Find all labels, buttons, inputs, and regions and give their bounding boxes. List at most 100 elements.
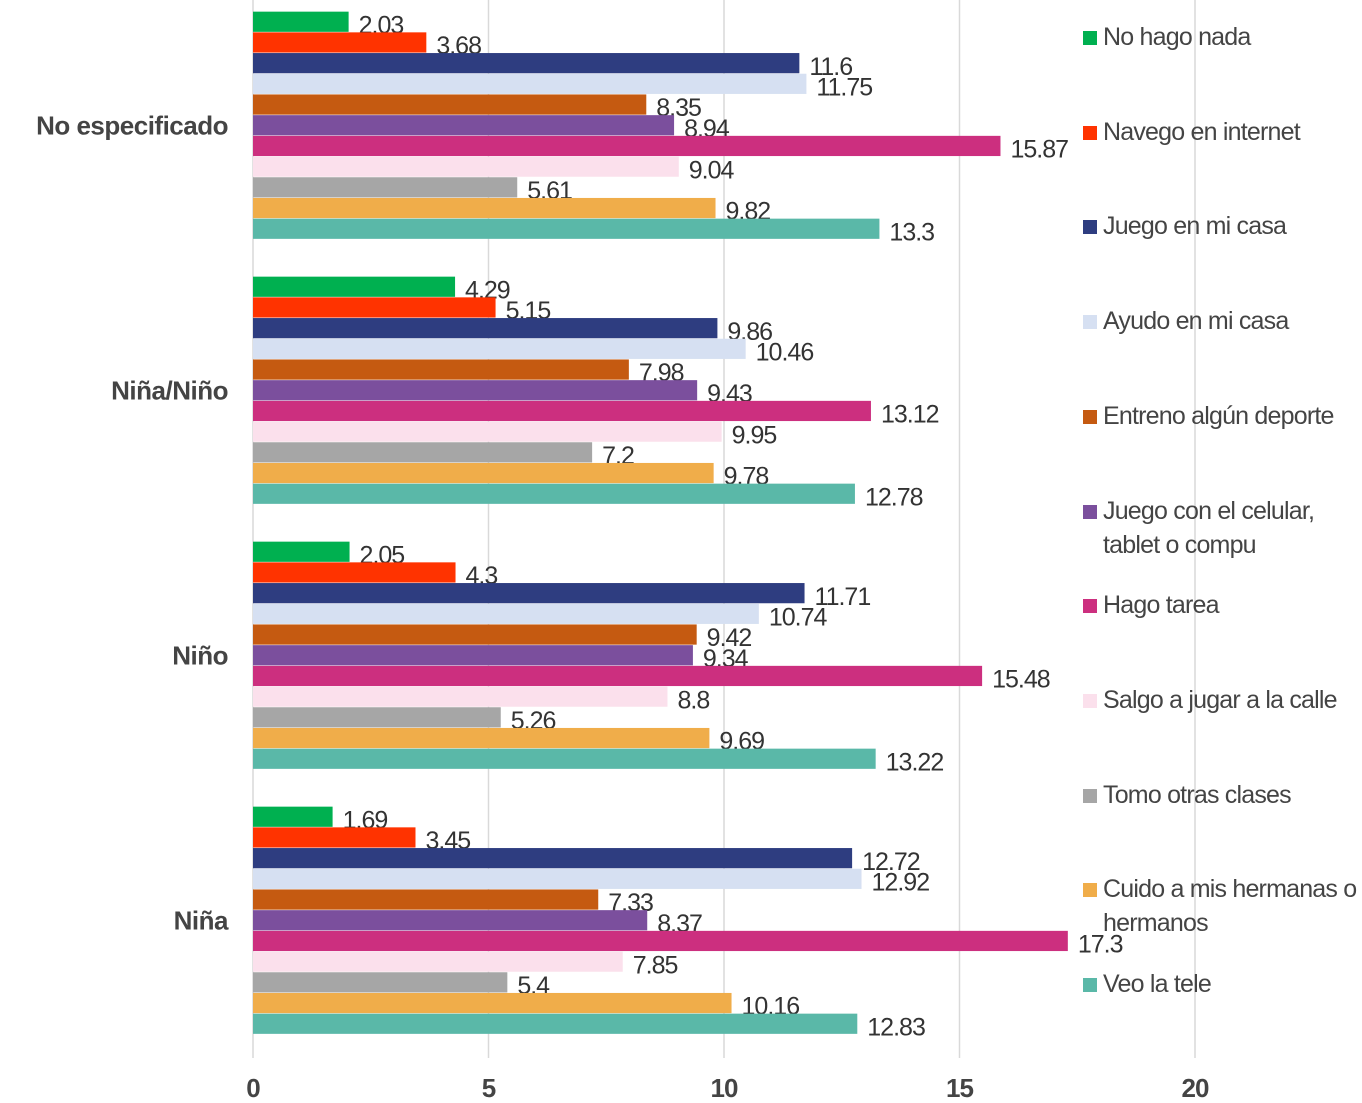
x-tick-label: 15: [946, 1073, 973, 1103]
bar: [253, 727, 710, 749]
legend-label: Ayudo en mi casa: [1103, 307, 1289, 336]
data-label: 15.87: [1010, 136, 1068, 164]
bar: [253, 115, 675, 136]
legend-swatch: [1083, 220, 1097, 235]
legend-swatch: [1083, 315, 1097, 330]
bar: [253, 73, 807, 94]
data-label: 12.72: [862, 848, 920, 876]
legend-label: Juego con el celular, tablet o compu: [1103, 496, 1315, 559]
data-label: 9.04: [689, 156, 735, 184]
bar: [253, 707, 501, 728]
bar: [253, 645, 693, 666]
bar: [253, 603, 759, 624]
bar: [253, 177, 518, 198]
bar: [253, 400, 871, 422]
bar: [253, 32, 427, 53]
data-label: 11.75: [816, 73, 872, 101]
legend-item: No hago nada: [1083, 20, 1358, 54]
legend-item: Juego con el celular, tablet o compu: [1083, 494, 1358, 562]
legend-item: Salgo a jugar a la calle: [1083, 683, 1358, 717]
legend-item: Hago tarea: [1083, 588, 1358, 622]
data-label: 15.48: [992, 666, 1050, 694]
legend-label: Tomo otras clases: [1103, 780, 1292, 809]
legend-swatch: [1083, 883, 1097, 898]
bar: [253, 541, 350, 562]
bar: [253, 665, 983, 687]
bar: [253, 53, 800, 74]
data-label: 12.83: [867, 1013, 925, 1041]
data-label: 8.8: [677, 686, 709, 714]
bar: [253, 462, 714, 484]
bar: [253, 276, 456, 297]
legend-item: Navego en internet: [1083, 115, 1358, 149]
bar: [253, 218, 880, 239]
legend-swatch: [1083, 978, 1097, 992]
data-label: 12.78: [865, 483, 923, 511]
bar: [253, 827, 416, 848]
legend-label: Veo la tele: [1103, 970, 1212, 998]
bar: [253, 380, 698, 401]
data-label: 13.12: [881, 401, 939, 429]
data-label: 10.74: [769, 603, 828, 631]
bar: [253, 910, 648, 931]
data-label: 9.42: [707, 624, 752, 652]
bar: [253, 94, 647, 115]
bar: [253, 562, 456, 583]
bar: [253, 359, 629, 380]
y-tick-label: No especificado: [36, 111, 228, 141]
legend-swatch: [1083, 31, 1097, 45]
legend-item: Juego en mi casa: [1083, 209, 1358, 243]
bar: [253, 583, 805, 604]
bar: [253, 951, 623, 972]
legend-swatch: [1083, 504, 1097, 519]
x-tick-label: 5: [482, 1073, 496, 1103]
bar: [253, 297, 496, 318]
legend-label: No hago nada: [1103, 23, 1251, 51]
bar: [253, 806, 333, 827]
bar: [253, 318, 718, 339]
bar: [253, 197, 716, 219]
bar: [253, 483, 855, 504]
bar: [253, 848, 853, 869]
data-label: 13.22: [886, 748, 944, 776]
data-label: 17.3: [1078, 931, 1123, 959]
bar: [253, 889, 599, 910]
legend-swatch: [1083, 125, 1097, 140]
bar: [253, 930, 1068, 952]
data-label: 11.6: [809, 53, 852, 81]
legend-label: Navego en internet: [1103, 117, 1301, 146]
bars: 2.033.6811.611.758.358.9415.879.045.619.…: [253, 11, 1124, 1041]
y-tick-label: Niña/Niño: [111, 376, 228, 406]
legend-label: Cuido a mis hermanas o hermanos: [1103, 875, 1357, 938]
bar: [253, 442, 593, 463]
bar: [253, 748, 876, 769]
data-label: 12.92: [872, 868, 930, 896]
bar: [253, 972, 508, 993]
x-tick-label: 0: [246, 1073, 260, 1103]
legend-item: Veo la tele: [1083, 967, 1358, 1001]
y-tick-label: Niño: [172, 641, 228, 671]
data-label: 11.71: [815, 583, 871, 611]
legend-item: Ayudo en mi casa: [1083, 304, 1358, 338]
x-tick-label: 20: [1182, 1073, 1209, 1103]
legend-item: Cuido a mis hermanas o hermanos: [1083, 872, 1358, 940]
legend-label: Entreno algún deporte: [1103, 401, 1334, 430]
legend-item: Tomo otras clases: [1083, 778, 1358, 812]
legend-label: Hago tarea: [1103, 591, 1220, 620]
data-label: 10.46: [756, 338, 814, 366]
bar: [253, 1013, 858, 1034]
bar: [253, 868, 862, 889]
data-label: 7.85: [633, 951, 678, 979]
data-label: 13.3: [889, 218, 934, 246]
y-tick-label: Niña: [174, 906, 229, 936]
bar: [253, 686, 668, 707]
data-label: 9.95: [732, 421, 777, 449]
bar: [253, 135, 1001, 157]
legend-swatch: [1083, 693, 1097, 708]
bar: [253, 338, 746, 359]
legend-swatch: [1083, 599, 1097, 614]
bar: [253, 156, 679, 177]
bar: [253, 992, 732, 1014]
